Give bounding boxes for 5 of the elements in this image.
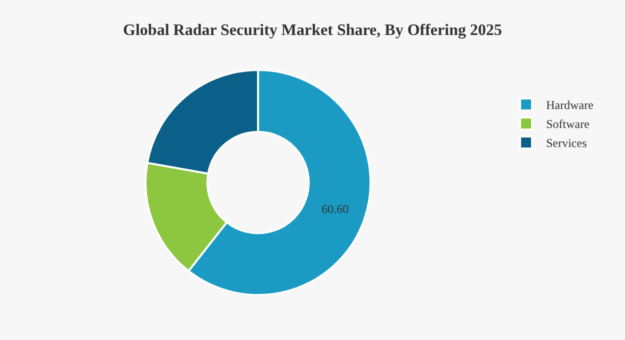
legend-label: Software (546, 117, 590, 132)
chart-title: Global Radar Security Market Share, By Offering 2025 (123, 22, 502, 39)
legend-label: Services (546, 136, 588, 150)
legend-label: Hardware (546, 98, 594, 112)
data-label: 60.60 (322, 202, 349, 216)
